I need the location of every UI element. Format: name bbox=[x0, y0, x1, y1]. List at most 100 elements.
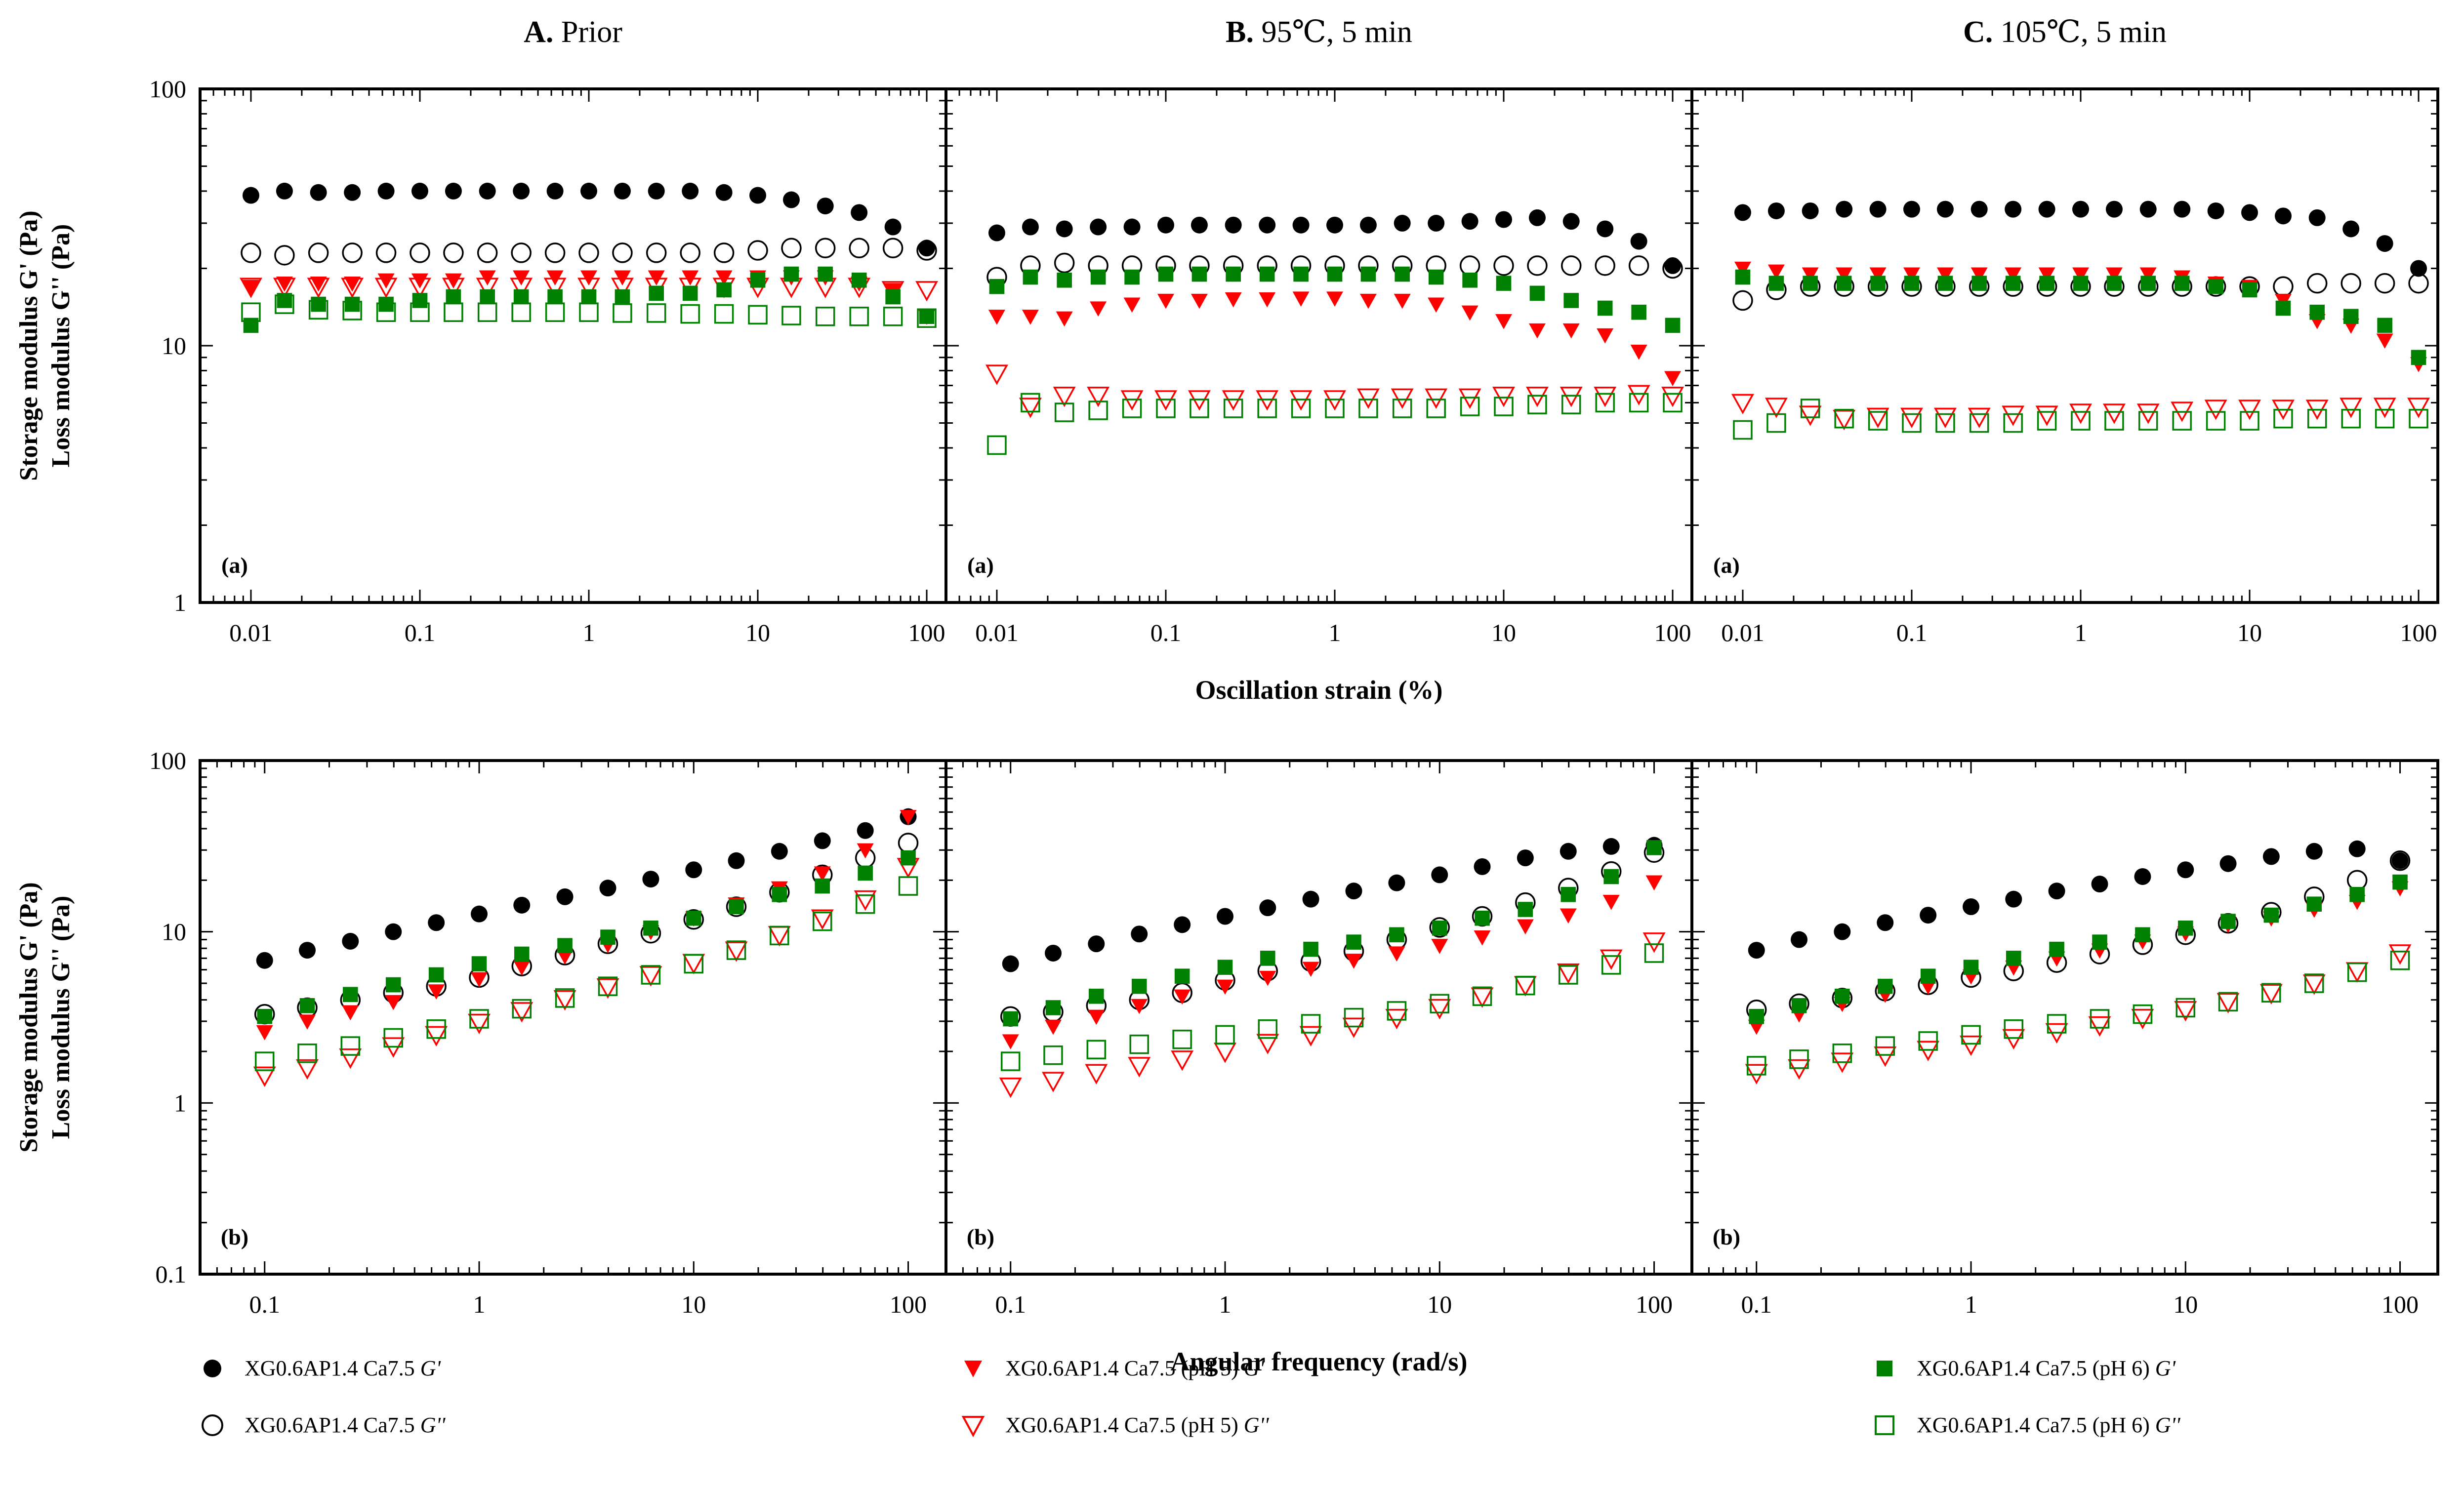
x-tick-label: 100 bbox=[1636, 1290, 1673, 1318]
data-point bbox=[2392, 874, 2408, 890]
series-ctrl_Gp bbox=[988, 209, 1682, 274]
data-point bbox=[256, 1025, 273, 1041]
panel-freq-A bbox=[253, 808, 920, 1087]
data-point bbox=[1356, 388, 1380, 409]
data-point bbox=[1292, 291, 1310, 307]
data-point bbox=[1933, 407, 1957, 428]
data-point bbox=[310, 184, 327, 201]
data-point bbox=[715, 184, 733, 201]
data-point bbox=[2005, 276, 2021, 291]
data-point bbox=[1661, 387, 1684, 407]
data-point bbox=[577, 278, 600, 298]
data-point bbox=[513, 182, 530, 200]
data-point bbox=[296, 1059, 319, 1080]
data-point bbox=[2275, 300, 2291, 316]
data-point bbox=[2005, 201, 2022, 218]
data-point bbox=[898, 833, 919, 853]
data-point bbox=[445, 273, 462, 289]
data-point bbox=[1223, 399, 1243, 418]
plot-frame bbox=[1690, 87, 2439, 604]
data-point bbox=[1302, 962, 1319, 977]
data-point bbox=[900, 810, 917, 825]
data-point bbox=[1595, 255, 1615, 276]
panel-frame-strain-C: 0.01 0.1 1 10 100 (a) bbox=[1690, 87, 2439, 646]
data-point bbox=[2341, 408, 2361, 429]
data-point bbox=[310, 277, 327, 292]
data-point bbox=[344, 296, 360, 312]
data-point bbox=[2134, 868, 2151, 885]
data-point bbox=[344, 184, 361, 201]
data-point bbox=[1920, 968, 1936, 984]
data-point bbox=[1431, 939, 1448, 954]
data-point bbox=[257, 1008, 273, 1024]
data-point bbox=[1474, 930, 1491, 946]
data-point bbox=[557, 938, 573, 954]
series-pH5_Gp bbox=[1002, 875, 1663, 1049]
data-point bbox=[2238, 400, 2261, 420]
data-point bbox=[2139, 267, 2157, 283]
data-point bbox=[1225, 292, 1242, 308]
y-tick-label: 10 bbox=[162, 918, 186, 946]
data-point bbox=[818, 266, 833, 282]
data-point bbox=[2047, 1014, 2067, 1034]
data-point bbox=[1430, 994, 1450, 1014]
data-point bbox=[1765, 398, 1788, 418]
data-point bbox=[2106, 276, 2122, 291]
data-point bbox=[428, 967, 444, 983]
data-point bbox=[1391, 388, 1414, 409]
data-point bbox=[1517, 919, 1534, 935]
series-pH6_Gp bbox=[1749, 874, 2408, 1024]
data-point bbox=[771, 843, 788, 860]
data-point bbox=[471, 956, 487, 971]
data-point bbox=[342, 242, 363, 263]
y-tick-label: 1 bbox=[174, 589, 186, 616]
data-point bbox=[1388, 946, 1405, 962]
data-point bbox=[1000, 1051, 1021, 1071]
data-point bbox=[2174, 276, 2190, 291]
data-point bbox=[340, 1036, 361, 1056]
data-point bbox=[1766, 413, 1786, 433]
data-point bbox=[1961, 1025, 1981, 1045]
data-point bbox=[1597, 220, 1614, 238]
data-point bbox=[685, 861, 702, 879]
data-point bbox=[1971, 201, 1988, 218]
data-point bbox=[1561, 886, 1576, 902]
data-point bbox=[1394, 214, 1411, 232]
data-point bbox=[919, 309, 935, 324]
x-tick-label: 0.1 bbox=[995, 1290, 1026, 1318]
data-point bbox=[1600, 949, 1623, 970]
data-point bbox=[579, 302, 599, 322]
data-point bbox=[1900, 407, 1923, 428]
data-point bbox=[1257, 399, 1277, 418]
data-point bbox=[1602, 838, 1620, 855]
data-point bbox=[339, 1048, 362, 1069]
data-point bbox=[411, 273, 428, 289]
data-point bbox=[1803, 276, 1818, 291]
data-point bbox=[811, 909, 834, 930]
data-point bbox=[1174, 989, 1191, 1005]
data-point bbox=[1471, 987, 1494, 1008]
data-point bbox=[1426, 399, 1446, 418]
data-point bbox=[410, 302, 430, 322]
data-point bbox=[1123, 218, 1141, 236]
data-point bbox=[1834, 988, 1850, 1004]
data-point bbox=[1602, 895, 1620, 910]
data-point bbox=[918, 240, 936, 257]
data-point bbox=[1215, 1025, 1235, 1045]
data-point bbox=[682, 182, 699, 200]
data-point bbox=[2302, 974, 2326, 995]
data-point bbox=[1131, 925, 1148, 943]
data-point bbox=[1529, 285, 1545, 301]
data-point bbox=[1514, 976, 1537, 997]
data-point bbox=[1630, 233, 1647, 250]
x-tick-label: 10 bbox=[2237, 619, 2262, 646]
data-point bbox=[2345, 962, 2369, 983]
data-point bbox=[1291, 399, 1311, 418]
data-point bbox=[470, 972, 488, 988]
data-point bbox=[1045, 1000, 1061, 1015]
data-point bbox=[1868, 411, 1888, 431]
data-point bbox=[814, 866, 831, 882]
data-point bbox=[375, 242, 397, 263]
data-point bbox=[2346, 870, 2368, 891]
